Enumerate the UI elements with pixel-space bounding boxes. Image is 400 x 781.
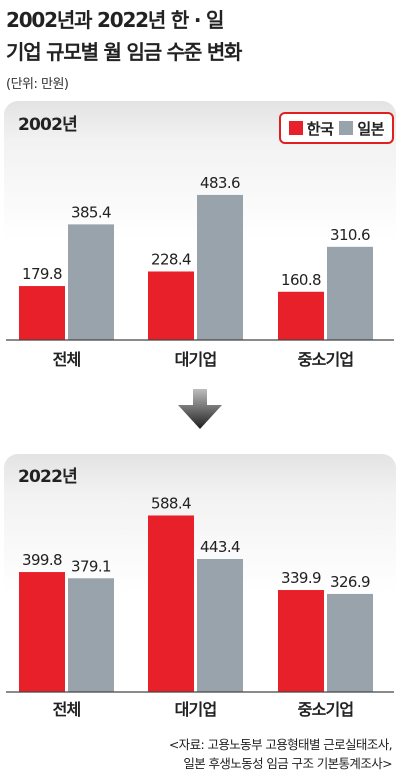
value-label-0-0-0: 179.8	[22, 265, 62, 283]
legend-swatch-japan	[339, 121, 354, 135]
source-line1: <자료: 고용노동부 고용형태별 근로실태조사,	[168, 737, 393, 752]
category-label-0-0: 전체	[53, 350, 81, 369]
unit-label: (단위: 만원)	[6, 77, 69, 92]
bar-0-1-0	[148, 271, 194, 340]
chart-2002: 179.8 385.4 전체 228.4 483.6 대기업 160.8 310.6 중소기업	[6, 174, 394, 369]
bar-0-1-1	[197, 194, 243, 340]
value-label-0-2-1: 310.6	[330, 226, 370, 244]
category-label-0-1: 대기업	[175, 350, 217, 369]
legend-swatch-korea	[288, 121, 303, 135]
chart-2022: 399.8 379.1 전체 588.4 443.4 대기업 339.9 326.9 중소기업	[6, 494, 394, 719]
bar-1-2-1	[327, 593, 373, 692]
value-label-0-0-1: 385.4	[71, 203, 111, 221]
value-label-1-2-1: 326.9	[330, 573, 370, 591]
down-arrow-icon	[178, 389, 222, 429]
legend-label-japan: 일본	[357, 119, 384, 138]
bar-0-0-0	[19, 286, 65, 340]
bar-1-0-1	[68, 578, 114, 692]
value-label-1-1-0: 588.4	[151, 494, 191, 512]
category-label-0-2: 중소기업	[298, 350, 354, 369]
chart-title-line1: 2002년과 2022년 한 · 일	[6, 8, 224, 32]
bar-1-1-0	[148, 515, 194, 692]
legend-item-japan: 일본	[339, 118, 384, 139]
value-label-1-2-0: 339.9	[281, 569, 321, 587]
value-label-1-0-1: 379.1	[71, 557, 111, 575]
bar-1-0-0	[19, 572, 65, 692]
source-note: <자료: 고용노동부 고용형태별 근로실태조사, 일본 후생노동성 임금 구조 …	[168, 735, 393, 773]
legend-item-korea: 한국	[288, 118, 334, 139]
bar-0-2-0	[278, 291, 324, 340]
source-line2: 일본 후생노동성 임금 구조 기본통계조사>	[183, 756, 392, 771]
panel-2002-title: 2002년	[18, 115, 78, 135]
panel-2022-title: 2022년	[18, 467, 78, 487]
value-label-1-0-0: 399.8	[22, 551, 62, 569]
bar-0-2-1	[327, 246, 373, 340]
bar-1-2-0	[278, 590, 324, 692]
legend-label-korea: 한국	[306, 119, 334, 138]
category-label-1-0: 전체	[53, 700, 81, 719]
value-label-1-1-1: 443.4	[200, 538, 240, 556]
value-label-0-2-0: 160.8	[281, 271, 321, 289]
chart-title-line2: 기업 규모별 월 임금 수준 변화	[6, 40, 242, 64]
legend: 한국 일본	[278, 112, 394, 144]
category-label-1-1: 대기업	[175, 700, 217, 719]
value-label-0-1-0: 228.4	[151, 250, 191, 268]
bar-0-0-1	[68, 224, 114, 340]
category-label-1-2: 중소기업	[298, 700, 354, 719]
bar-1-1-1	[197, 558, 243, 692]
value-label-0-1-1: 483.6	[200, 174, 240, 192]
